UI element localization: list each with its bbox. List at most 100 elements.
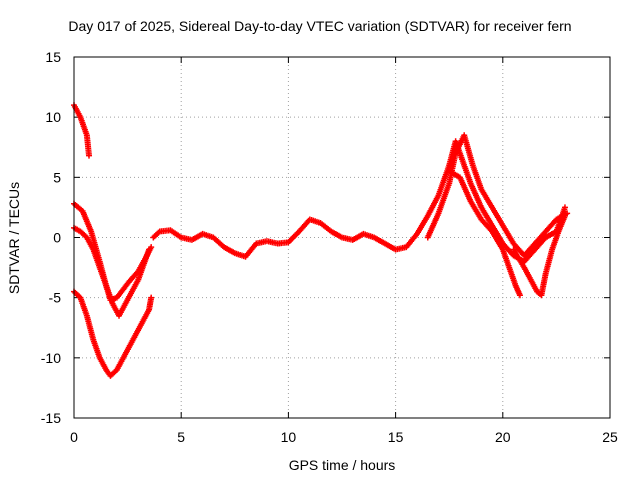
data-point-trail [104, 368, 113, 378]
data-point-trail [127, 332, 139, 348]
data-point-trail [404, 232, 419, 249]
data-point-trail [457, 176, 473, 203]
data-point-trail [84, 134, 92, 157]
data-point-trail [72, 202, 85, 213]
data-point-trail [140, 308, 152, 324]
data-point-trail [72, 225, 82, 234]
data-point-trail [522, 266, 533, 281]
series-track-g [446, 168, 523, 299]
x-tick-label-0: 0 [70, 429, 78, 445]
data-point-trail [436, 164, 452, 197]
data-point-trail [114, 356, 126, 372]
data-point-trail [479, 217, 494, 234]
data-point-trail [500, 224, 516, 245]
data-point-trail [71, 103, 83, 119]
y-tick-label-0: -15 [41, 410, 61, 426]
data-point-trail [116, 302, 128, 317]
data-point-trail [533, 235, 548, 252]
data-point-trail [243, 241, 259, 259]
data-point [86, 152, 93, 159]
data-point-trail [190, 231, 205, 243]
data-point-trail [121, 344, 132, 360]
x-tick-label-1: 5 [177, 429, 185, 445]
data-point-trail [425, 212, 441, 239]
series-track-f [424, 132, 571, 259]
data-point-trail [383, 241, 398, 252]
y-tick-label-6: 15 [45, 49, 61, 65]
tick-labels: 0 5 10 15 20 25 -15 -10 -5 0 5 10 15 [41, 49, 618, 445]
data-point-trail [114, 287, 126, 300]
data-point-trail [479, 188, 495, 209]
data-point-trail [84, 236, 96, 251]
data-point-trail [134, 320, 145, 336]
data-point-trail [425, 194, 441, 218]
data-point-trail [461, 134, 476, 167]
data-point-trail [169, 228, 183, 240]
data-point-trail [319, 221, 333, 234]
x-tick-label-2: 10 [281, 429, 297, 445]
data-point-trail [479, 206, 495, 227]
data-point [516, 292, 523, 299]
data-points [71, 102, 571, 379]
data-point-trail [88, 230, 103, 263]
data-point-trail [533, 229, 548, 246]
y-tick-label-4: 5 [53, 169, 61, 185]
series-track-b [71, 200, 155, 304]
data-point-trail [490, 230, 505, 251]
data-point-trail [543, 217, 559, 234]
data-point-trail [538, 272, 549, 297]
data-point-trail [286, 229, 301, 244]
data-point-trail [543, 248, 555, 275]
data-point [561, 212, 568, 219]
data-point-trail [470, 164, 484, 191]
data-point-trail [436, 182, 452, 215]
data-point-trail [108, 368, 119, 378]
data-point-trail [490, 206, 505, 227]
x-tick-label-4: 20 [495, 429, 511, 445]
data-point-trail [123, 290, 134, 305]
data-point-trail [490, 224, 505, 245]
series-track-a [71, 102, 93, 159]
series-track-e [150, 138, 568, 265]
data-point-trail [151, 229, 162, 240]
x-axis-label: GPS time / hours [288, 457, 396, 473]
data-point-trail [372, 235, 387, 246]
series-track-h [510, 212, 568, 299]
data-point-trail [84, 314, 96, 341]
data-point-trail [500, 241, 516, 258]
data-point [148, 294, 155, 301]
data-point-trail [447, 169, 462, 180]
y-tick-label-1: -10 [41, 350, 61, 366]
data-point-trail [459, 158, 473, 185]
data-point-trail [415, 214, 430, 236]
data-point-trail [528, 278, 540, 293]
data-point-trail [72, 289, 83, 300]
data-point-trail [468, 200, 484, 221]
y-tick-label-5: 10 [45, 109, 61, 125]
chart-title: Day 017 of 2025, Sidereal Day-to-day VTE… [68, 18, 572, 34]
data-point-trail [127, 269, 141, 283]
x-tick-label-5: 25 [602, 429, 618, 445]
data-point-trail [211, 235, 226, 249]
plot-frame [73, 56, 611, 419]
y-tick-label-2: -5 [49, 290, 62, 306]
data-point [146, 246, 153, 253]
data-point-trail [535, 289, 543, 298]
data-point-trail [222, 244, 237, 256]
y-tick-label-3: 0 [53, 230, 61, 246]
data-point-trail [80, 209, 94, 233]
series-track-d [71, 224, 153, 319]
data-point-trail [522, 247, 537, 264]
data-point-trail [78, 229, 89, 240]
data-point-trail [351, 231, 365, 243]
series-track-c [71, 288, 155, 379]
data-point-trail [129, 278, 141, 293]
data-point-trail [511, 248, 527, 269]
data-point-trail [121, 279, 132, 291]
x-tick-label-3: 15 [388, 429, 404, 445]
data-point-trail [522, 241, 537, 258]
data-point-trail [544, 229, 558, 240]
data-point-trail [329, 229, 344, 240]
data-point-trail [265, 238, 279, 247]
